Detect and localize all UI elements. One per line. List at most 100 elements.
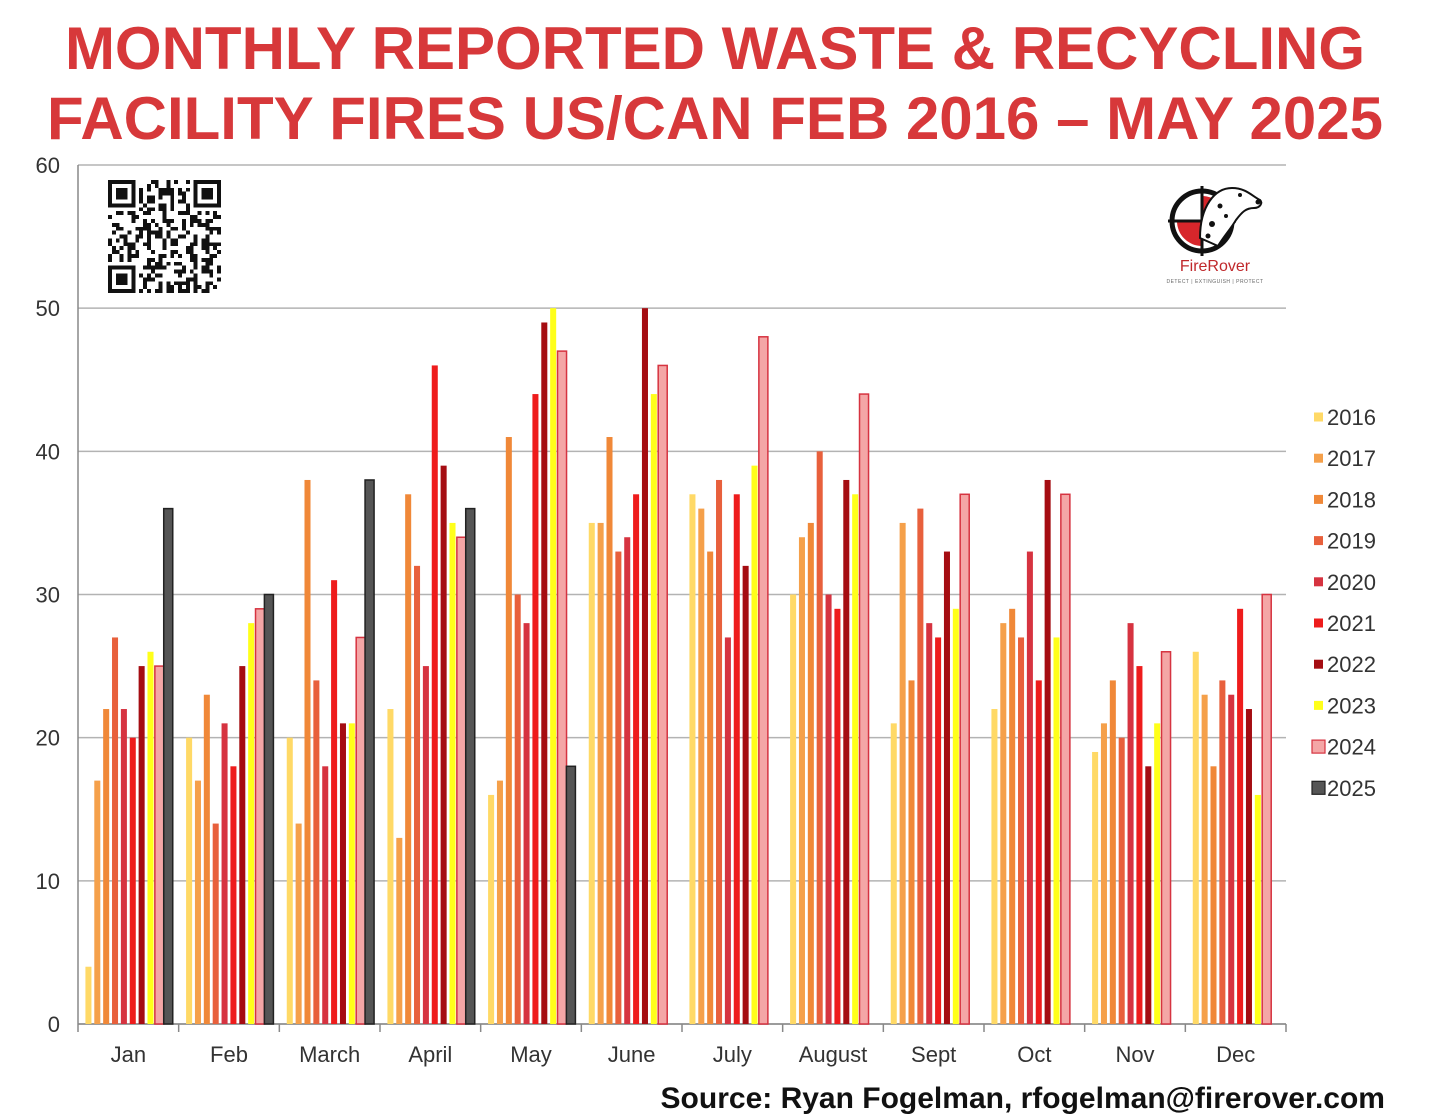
- bar-2023-dec: [1254, 794, 1261, 1024]
- bar-2023-july: [751, 465, 758, 1024]
- bar-2016-dec: [1192, 651, 1199, 1024]
- bar-2016-jan: [85, 966, 92, 1024]
- bar-2023-sept: [952, 608, 959, 1024]
- bar-2025-jan: [162, 507, 174, 1025]
- y-tick-label: 10: [36, 869, 60, 894]
- bar-2023-june: [650, 394, 657, 1025]
- bar-2019-july: [716, 479, 723, 1024]
- legend-swatch-2021: [1314, 618, 1323, 628]
- bar-2017-nov: [1100, 723, 1107, 1024]
- bar-2024-dec: [1261, 593, 1272, 1025]
- bar-2022-dec: [1245, 709, 1252, 1024]
- bar-2018-july: [707, 551, 714, 1024]
- bar-2016-sept: [890, 723, 897, 1024]
- legend-swatch-2016: [1314, 412, 1323, 422]
- legend-swatch-2024: [1311, 739, 1326, 754]
- legend-label-2018: 2018: [1327, 487, 1376, 512]
- bar-2023-nov: [1154, 723, 1161, 1024]
- bar-2024-nov: [1160, 651, 1172, 1025]
- legend-label-2016: 2016: [1327, 405, 1376, 430]
- bar-2016-feb: [186, 737, 193, 1024]
- bar-2020-june: [624, 537, 631, 1024]
- x-tick-label: August: [799, 1042, 868, 1067]
- x-tick-label: May: [510, 1042, 552, 1067]
- bar-2018-april: [405, 494, 412, 1024]
- bar-2022-april: [440, 465, 447, 1024]
- bar-2019-august: [816, 451, 823, 1024]
- bar-2020-nov: [1127, 623, 1134, 1024]
- bar-2021-april: [431, 365, 438, 1024]
- bar-2017-august: [798, 537, 805, 1024]
- bar-2022-july: [742, 565, 749, 1024]
- legend-label-2021: 2021: [1327, 611, 1376, 636]
- bar-2021-july: [733, 494, 740, 1024]
- bar-2017-dec: [1201, 694, 1208, 1024]
- bar-2023-april: [449, 522, 456, 1024]
- bar-2023-march: [348, 723, 355, 1024]
- bar-2021-nov: [1136, 666, 1143, 1024]
- bar-2020-oct: [1026, 551, 1033, 1024]
- bar-2019-may: [514, 594, 521, 1024]
- bar-2024-sept: [959, 493, 970, 1025]
- x-tick-label: March: [299, 1042, 360, 1067]
- legend-swatch-2019: [1314, 536, 1323, 546]
- bar-2021-dec: [1237, 608, 1244, 1024]
- bar-2016-nov: [1092, 751, 1099, 1024]
- bar-2022-oct: [1044, 479, 1051, 1024]
- x-tick-label: Nov: [1115, 1042, 1154, 1067]
- x-tick-label: Dec: [1216, 1042, 1255, 1067]
- y-tick-label: 30: [36, 583, 60, 608]
- legend-label-2024: 2024: [1327, 735, 1376, 760]
- bar-2018-feb: [203, 694, 210, 1024]
- x-tick-label: April: [408, 1042, 452, 1067]
- legend-swatch-2017: [1314, 453, 1323, 463]
- bar-2025-may: [565, 765, 577, 1025]
- bar-2019-oct: [1018, 637, 1025, 1024]
- legend-label-2019: 2019: [1327, 529, 1376, 554]
- bar-2019-march: [313, 680, 320, 1024]
- bar-2018-nov: [1109, 680, 1116, 1024]
- bar-2024-july: [758, 336, 769, 1025]
- legend-label-2022: 2022: [1327, 652, 1376, 677]
- bar-2023-oct: [1053, 637, 1060, 1024]
- bar-2025-feb: [263, 593, 275, 1025]
- bar-2017-jan: [94, 780, 101, 1024]
- bar-2021-june: [633, 494, 640, 1024]
- bar-2024-august: [858, 393, 870, 1025]
- bar-2017-oct: [1000, 623, 1007, 1024]
- bar-2020-august: [825, 594, 832, 1024]
- legend-swatch-2023: [1314, 700, 1323, 710]
- logo-tagline: DETECT | EXTINGUISH | PROTECT: [1166, 279, 1264, 285]
- bar-2024-march: [355, 636, 366, 1025]
- bar-2023-jan: [147, 651, 154, 1024]
- bar-2025-april: [464, 507, 476, 1025]
- bar-2022-nov: [1145, 766, 1152, 1024]
- x-tick-label: Sept: [911, 1042, 956, 1067]
- y-tick-label: 40: [36, 439, 60, 464]
- bar-2019-sept: [917, 508, 924, 1025]
- bar-2019-feb: [212, 823, 219, 1024]
- bar-2020-april: [422, 666, 429, 1024]
- x-tick-label: July: [713, 1042, 752, 1067]
- bar-2023-feb: [248, 623, 255, 1024]
- bar-2016-oct: [991, 709, 998, 1024]
- bar-2016-april: [387, 709, 394, 1024]
- x-tick-label: Feb: [210, 1042, 248, 1067]
- y-tick-label: 20: [36, 726, 60, 751]
- bar-2016-june: [588, 522, 595, 1024]
- legend-label-2020: 2020: [1327, 570, 1376, 595]
- bar-2022-sept: [943, 551, 950, 1024]
- bar-2020-march: [322, 766, 329, 1024]
- bar-2017-may: [496, 780, 503, 1024]
- bar-2016-may: [488, 794, 495, 1024]
- bar-2018-dec: [1210, 766, 1217, 1024]
- bar-2021-march: [331, 580, 338, 1024]
- bar-2021-may: [532, 394, 539, 1025]
- x-tick-label: Jan: [111, 1042, 146, 1067]
- bar-2024-april: [456, 536, 467, 1025]
- bar-2018-oct: [1009, 608, 1016, 1024]
- x-tick-label: Oct: [1017, 1042, 1051, 1067]
- bar-2021-jan: [129, 737, 136, 1024]
- y-tick-label: 50: [36, 296, 60, 321]
- bar-2020-feb: [221, 723, 228, 1024]
